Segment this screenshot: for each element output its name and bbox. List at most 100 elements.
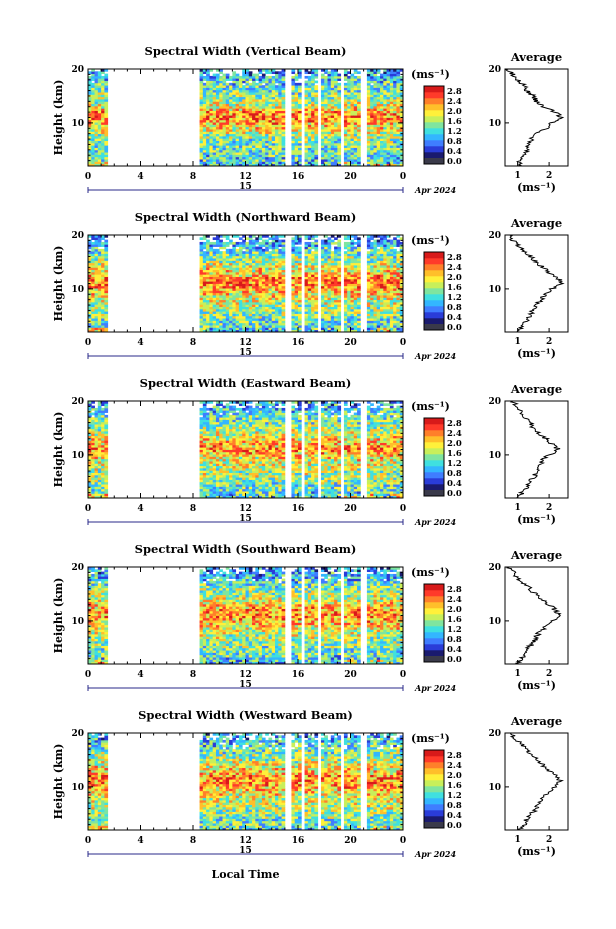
heatmap-cell	[376, 322, 381, 326]
heatmap-cell	[327, 260, 332, 264]
heatmap-cell	[101, 235, 105, 238]
heatmap-cell	[225, 75, 230, 79]
heatmap-cell	[281, 241, 286, 245]
heatmap-cell	[222, 329, 227, 333]
heatmap-cell	[232, 96, 237, 100]
heatmap-cell	[229, 327, 233, 331]
heatmap-cell	[91, 290, 95, 294]
heatmap-cell	[380, 105, 384, 109]
heatmap-cell	[222, 92, 227, 95]
heatmap-cell	[298, 304, 302, 307]
heatmap-cell	[222, 299, 227, 303]
heatmap-cell	[222, 318, 227, 321]
heatmap-cell	[337, 313, 342, 317]
heatmap-cell	[232, 87, 237, 91]
heatmap-cell	[294, 325, 299, 328]
heatmap-cell	[261, 122, 266, 125]
heatmap-cell	[343, 260, 348, 264]
heatmap-cell	[94, 110, 99, 114]
heatmap-cell	[330, 267, 335, 271]
heatmap-cell	[334, 258, 338, 261]
heatmap-cell	[261, 318, 266, 321]
heatmap-cell	[393, 131, 397, 135]
heatmap-cell	[281, 75, 286, 79]
heatmap-cell	[281, 246, 286, 250]
heatmap-cell	[380, 290, 384, 294]
heatmap-cell	[265, 313, 269, 317]
heatmap-cell	[222, 145, 227, 148]
heatmap-cell	[327, 161, 332, 165]
heatmap-cell	[97, 255, 102, 259]
heatmap-cell	[248, 239, 253, 243]
heatmap-cell	[350, 163, 355, 167]
heatmap-cell	[229, 267, 233, 271]
heatmap-cell	[353, 126, 358, 130]
heatmap-cell	[245, 306, 250, 310]
heatmap-cell	[304, 308, 309, 312]
heatmap-cell	[232, 253, 237, 257]
heatmap-cell	[202, 110, 207, 114]
heatmap-cell	[281, 94, 286, 98]
heatmap-cell	[88, 101, 92, 105]
heatmap-cell	[219, 140, 223, 144]
heatmap-cell	[209, 82, 214, 86]
heatmap-cell	[245, 117, 250, 121]
heatmap-cell	[101, 306, 105, 310]
heatmap-cell	[298, 92, 302, 95]
heatmap-cell	[376, 69, 381, 72]
panel-title: Spectral Width (Northward Beam)	[135, 210, 357, 224]
heatmap-cell	[212, 260, 217, 264]
heatmap-cell	[324, 269, 328, 273]
heatmap-cell	[215, 297, 220, 301]
heatmap-cell	[232, 269, 237, 273]
heatmap-cell	[383, 73, 387, 77]
heatmap-cell	[261, 140, 266, 144]
heatmap-cell	[268, 327, 273, 331]
heatmap-cell	[380, 318, 384, 321]
heatmap-cell	[248, 103, 253, 107]
heatmap-cell	[389, 241, 394, 245]
heatmap-cell	[396, 154, 401, 158]
heatmap-cell	[298, 89, 302, 93]
heatmap-cell	[386, 246, 391, 250]
heatmap-cell	[291, 85, 296, 88]
heatmap-cell	[314, 119, 319, 123]
heatmap-cell	[399, 152, 404, 155]
heatmap-cell	[298, 274, 302, 277]
heatmap-cell	[294, 269, 299, 273]
heatmap-cell	[94, 145, 99, 148]
heatmap-cell	[314, 248, 319, 252]
heatmap-cell	[209, 112, 214, 116]
heatmap-cell	[94, 163, 99, 167]
heatmap-cell	[343, 149, 348, 153]
colorbar-tick-label: 2.8	[447, 87, 462, 97]
heatmap-cell	[304, 119, 309, 123]
heatmap-cell	[91, 135, 95, 139]
heatmap-cell	[238, 92, 243, 95]
heatmap-cell	[268, 103, 273, 107]
heatmap-cell	[386, 94, 391, 98]
heatmap-cell	[209, 276, 214, 280]
heatmap-cell	[366, 159, 371, 162]
heatmap-cell	[347, 329, 351, 333]
heatmap-cell	[235, 283, 240, 287]
heatmap-cell	[232, 73, 237, 77]
heatmap-cell	[219, 278, 223, 282]
heatmap-cell	[389, 267, 394, 271]
heatmap-cell	[399, 145, 404, 148]
heatmap-cell	[215, 110, 220, 114]
heatmap-cell	[212, 320, 217, 324]
heatmap-cell	[94, 265, 99, 268]
heatmap-cell	[389, 320, 394, 324]
heatmap-cell	[376, 161, 381, 165]
heatmap-cell	[252, 322, 256, 326]
heatmap-cell	[350, 297, 355, 301]
heatmap-cell	[350, 96, 355, 100]
heatmap-cell	[209, 147, 214, 151]
heatmap-cell	[376, 85, 381, 88]
heatmap-cell	[219, 156, 223, 160]
heatmap-cell	[399, 133, 404, 137]
heatmap-cell	[225, 108, 230, 111]
heatmap-cell	[278, 163, 282, 167]
heatmap-cell	[373, 308, 378, 312]
